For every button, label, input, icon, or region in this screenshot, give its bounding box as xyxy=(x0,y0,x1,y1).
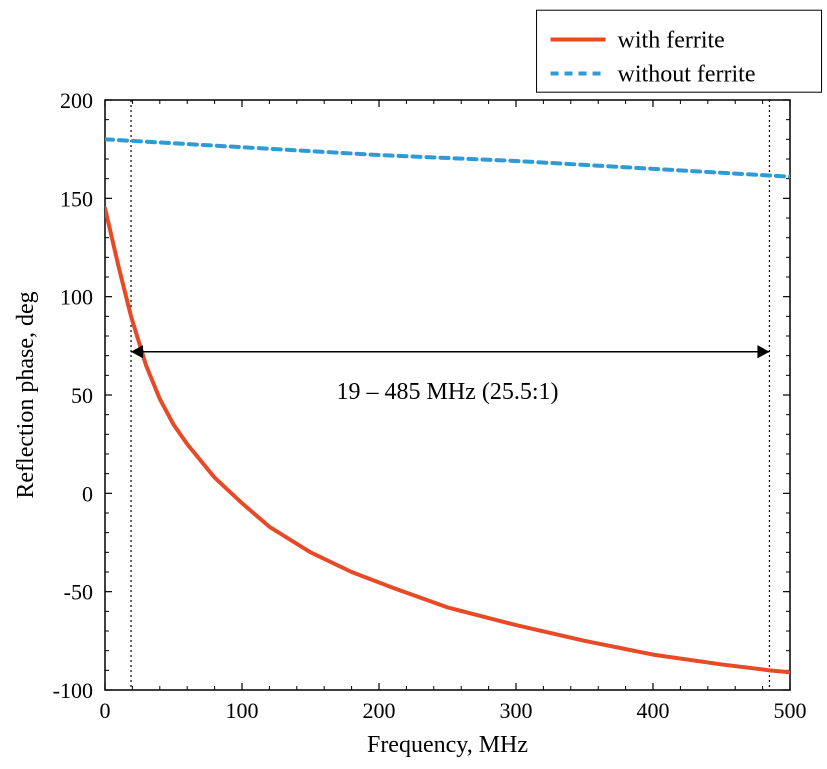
y-tick-label: -100 xyxy=(53,678,93,703)
x-tick-label: 500 xyxy=(774,698,807,723)
y-tick-label: 100 xyxy=(60,285,93,310)
x-tick-label: 400 xyxy=(637,698,670,723)
y-tick-label: 150 xyxy=(60,186,93,211)
range-annotation: 19 – 485 MHz (25.5:1) xyxy=(337,379,559,405)
y-tick-label: 200 xyxy=(60,88,93,113)
y-tick-label: 50 xyxy=(71,383,93,408)
x-tick-label: 200 xyxy=(363,698,396,723)
y-axis-label: Reflection phase, deg xyxy=(13,291,39,498)
y-tick-label: -50 xyxy=(64,580,93,605)
x-tick-label: 0 xyxy=(100,698,111,723)
reflection-phase-chart: 0 100 200 300 400 500 -100 -50 0 50 100 150 200 Frequ… xyxy=(0,0,827,769)
x-axis-label: Frequency, MHz xyxy=(367,732,528,758)
legend-label-1: without ferrite xyxy=(618,62,756,88)
y-tick-label: 0 xyxy=(82,481,93,506)
x-tick-label: 300 xyxy=(500,698,533,723)
x-tick-label: 100 xyxy=(226,698,259,723)
legend-label-0: with ferrite xyxy=(618,28,725,54)
